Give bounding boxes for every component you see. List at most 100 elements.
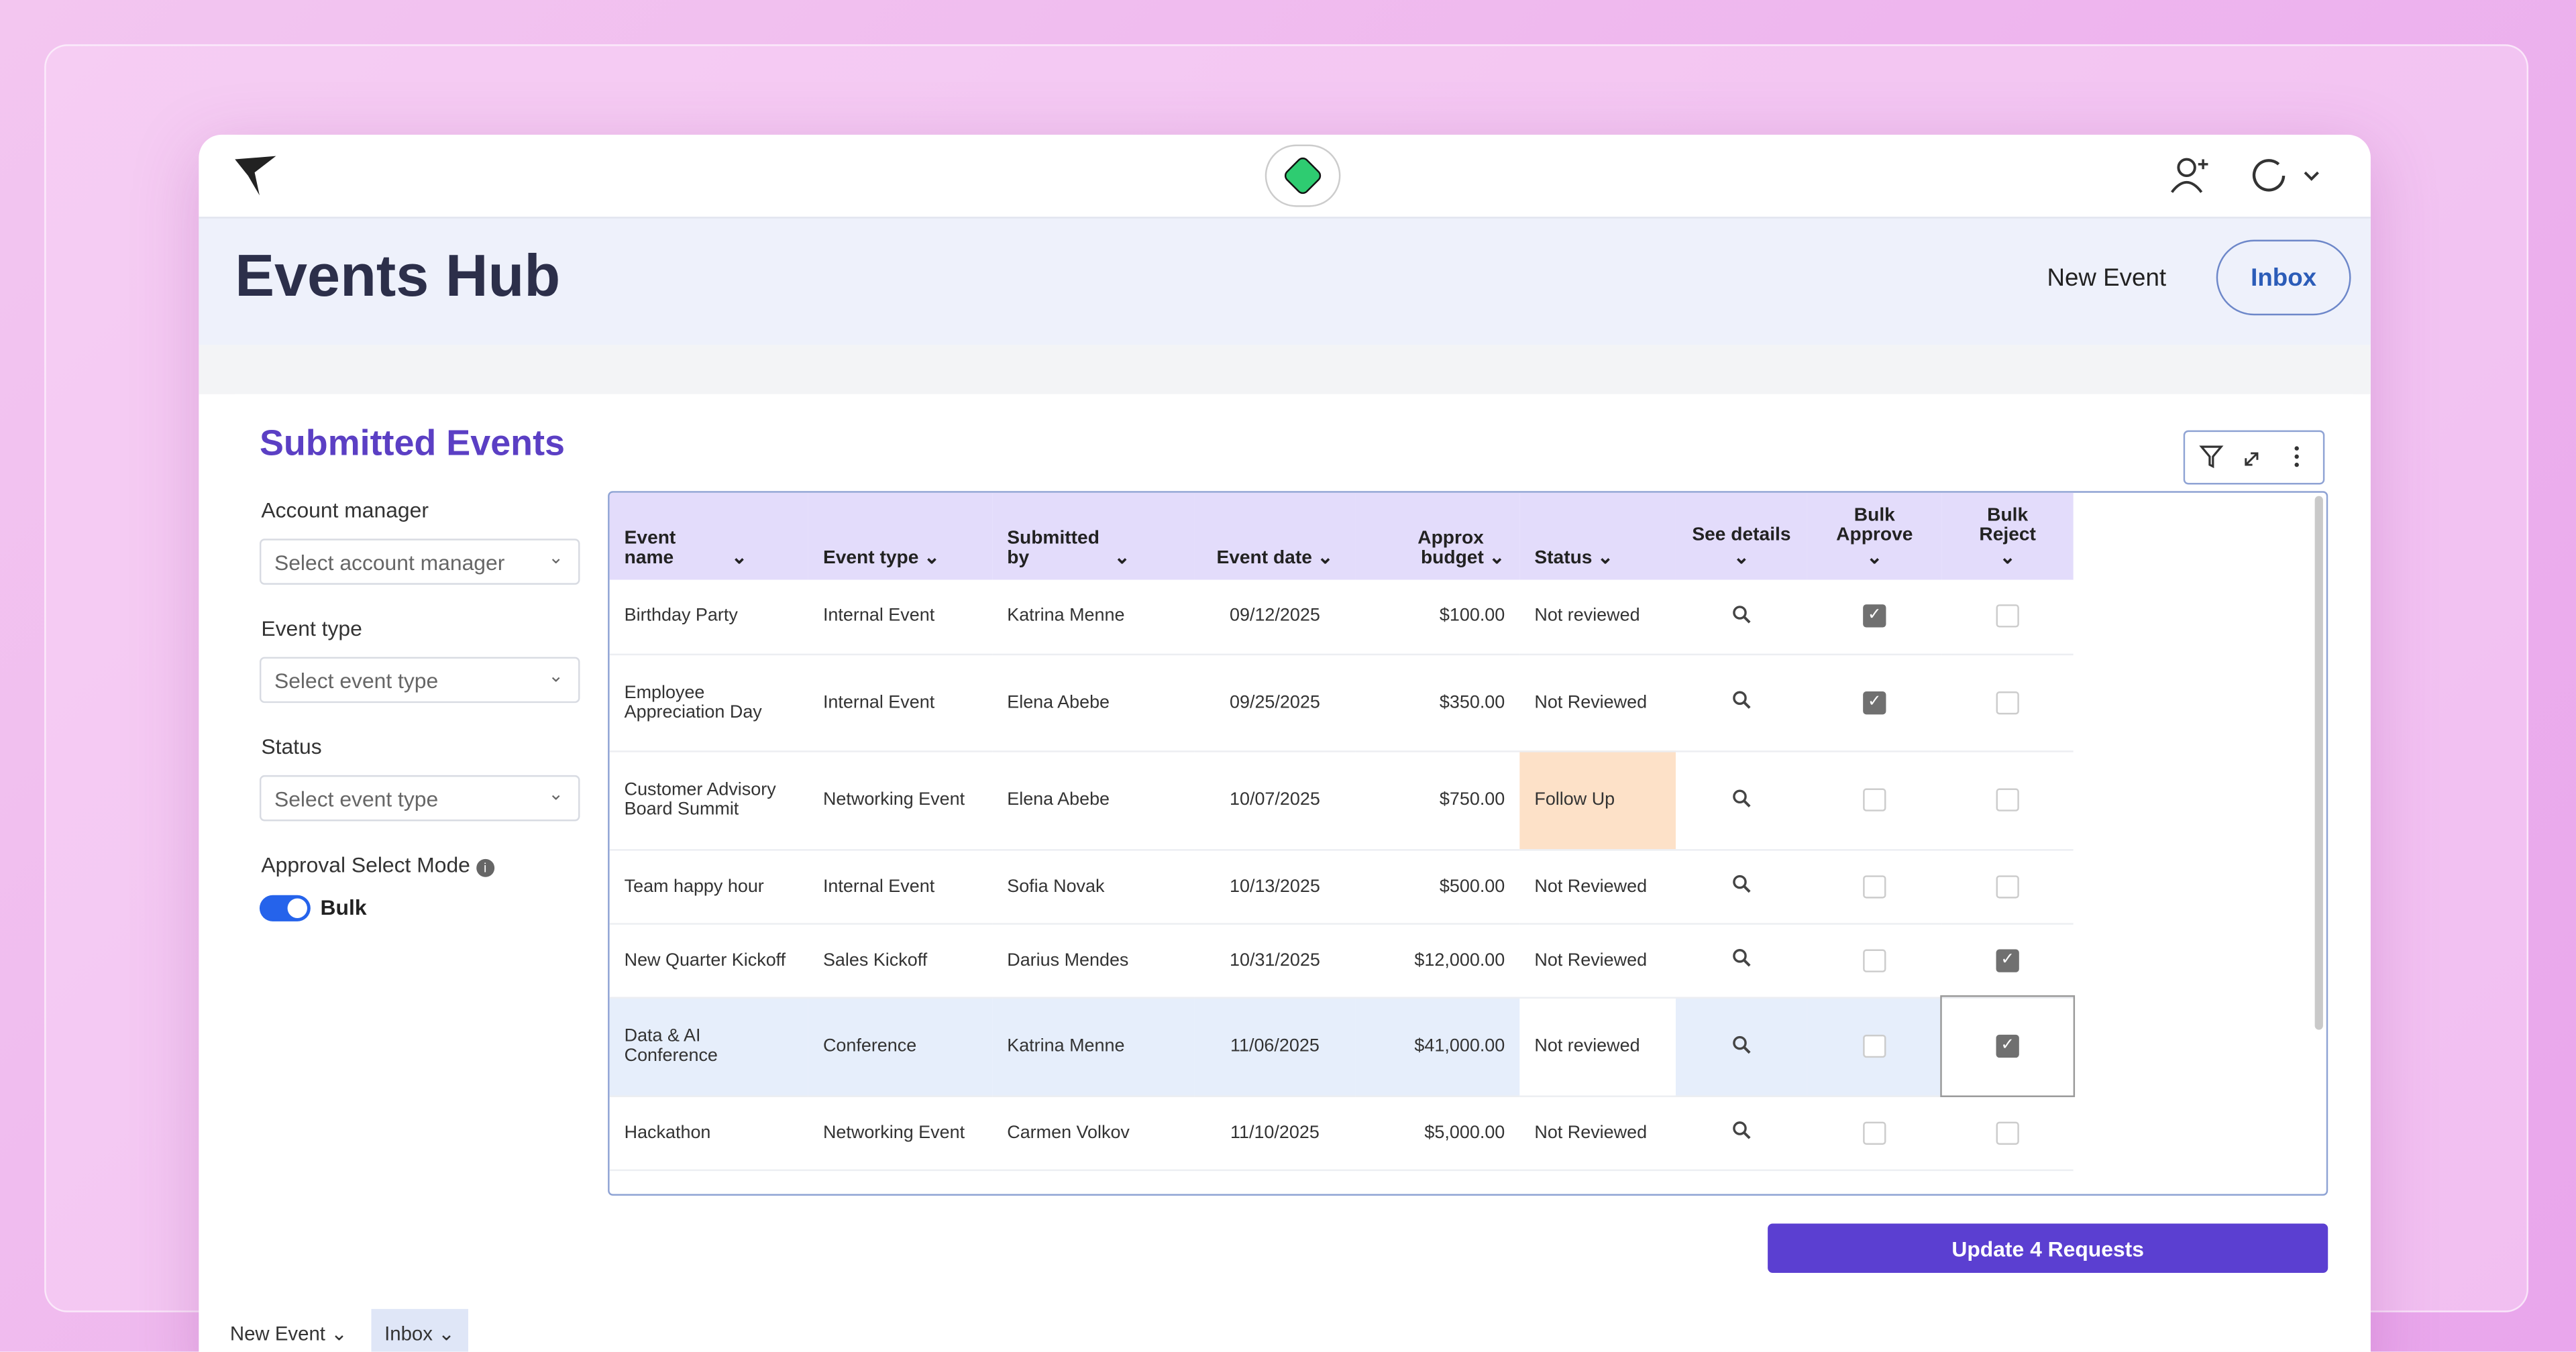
column-label: Event date: [1216, 548, 1312, 569]
cell-status: Not reviewed: [1519, 1169, 1676, 1194]
table-row[interactable]: Data & AI Conference Conference Katrina Me…: [609, 995, 2076, 1097]
table-row[interactable]: Customer Advisory Board Summit Networking…: [609, 750, 2074, 850]
checkbox[interactable]: [1996, 788, 2019, 811]
bulk-approve: [1807, 750, 1942, 850]
bulk-approve: [1807, 1169, 1942, 1196]
checkbox[interactable]: ✓: [1996, 948, 2019, 972]
checkbox[interactable]: [1996, 690, 2019, 714]
checkbox[interactable]: [1996, 604, 2019, 628]
cell-event-date: 11/10/2025: [1194, 1095, 1356, 1170]
checkbox[interactable]: [1863, 948, 1886, 972]
checkbox[interactable]: ✓: [1863, 604, 1886, 628]
see-details[interactable]: [1675, 1095, 1807, 1170]
new-event-button[interactable]: New Event: [2047, 264, 2167, 292]
see-details[interactable]: [1675, 923, 1807, 998]
checkbox[interactable]: [1863, 1034, 1886, 1058]
cell-status: Not Reviewed: [1519, 923, 1676, 998]
checkbox[interactable]: [1863, 788, 1886, 811]
checkbox[interactable]: [1863, 1195, 1886, 1196]
cell-event-name: Data & AI Conference: [609, 997, 808, 1096]
toggle[interactable]: [259, 895, 311, 921]
cell-budget: $12,000.00: [1355, 923, 1520, 998]
column-label: Event type: [822, 548, 919, 569]
table-row[interactable]: Team happy hour Internal Event Sofia Novak…: [609, 849, 2074, 924]
tab-label: New Event: [229, 1322, 325, 1345]
checkbox[interactable]: ✓: [1996, 1034, 2019, 1058]
column-header[interactable]: Approx budget ⌄: [1355, 492, 1520, 580]
see-details[interactable]: [1675, 1169, 1807, 1194]
column-header[interactable]: Submitted by ⌄: [992, 492, 1195, 580]
column-header[interactable]: Event date ⌄: [1194, 492, 1356, 580]
column-header[interactable]: Bulk Approve ⌄: [1807, 492, 1942, 580]
see-details[interactable]: [1675, 653, 1807, 752]
tab-label: Inbox: [384, 1322, 433, 1345]
column-label: Status: [1534, 548, 1593, 569]
bulk-approve: ✓: [1807, 579, 1942, 655]
cell-event-date: 09/12/2025: [1194, 579, 1356, 655]
cell-submitted-by: Katrina Menne: [992, 997, 1195, 1096]
bulk-approve: [1807, 923, 1942, 998]
cell-event-date: 09/25/2025: [1194, 653, 1356, 752]
see-details[interactable]: [1675, 750, 1807, 850]
bulk-reject: [1941, 849, 2074, 924]
column-label: See details: [1692, 525, 1791, 546]
spacer: [199, 345, 2371, 394]
cell-event-name: Hackathon: [609, 1095, 808, 1170]
table-tools[interactable]: [2183, 430, 2325, 485]
column-header[interactable]: See details ⌄: [1675, 492, 1807, 580]
see-details[interactable]: [1675, 997, 1807, 1096]
cell-event-name: New Quarter Kickoff: [609, 923, 808, 998]
checkbox[interactable]: ✓: [1863, 690, 1886, 714]
cell-status: Not Reviewed: [1519, 1095, 1676, 1170]
cell-status: Not reviewed: [1519, 579, 1676, 655]
cell-status: Follow Up: [1519, 750, 1676, 850]
bulk-reject: [1941, 653, 2074, 752]
column-label: Submitted by: [1007, 528, 1099, 569]
column-header[interactable]: Event type ⌄: [808, 492, 993, 580]
table-row[interactable]: Hackathon Networking Event Carmen Volkov 11…: [609, 1095, 2074, 1170]
checkbox[interactable]: [1863, 875, 1886, 898]
app-switcher[interactable]: [1265, 144, 1341, 207]
table-row[interactable]: Birthday Party Internal Event Katrina Menn…: [609, 579, 2074, 655]
cell-event-date: 10/07/2025: [1194, 750, 1356, 850]
cell-event-date: 11/06/2025: [1194, 997, 1356, 1096]
see-details[interactable]: [1675, 849, 1807, 924]
top-icons[interactable]: [2167, 154, 2331, 197]
table-container: Event name ⌄ Event type ⌄ Submitted by ⌄ Ev…: [608, 491, 2328, 1196]
column-header[interactable]: Status ⌄: [1519, 492, 1676, 580]
app-window: Events Hub New Event Inbox Submitted Eve…: [199, 134, 2371, 1352]
update-button[interactable]: Update 4 Requests: [1768, 1223, 2328, 1273]
column-label: Bulk Reject: [1979, 506, 2036, 546]
column-header[interactable]: Bulk Reject ⌄: [1941, 492, 2074, 580]
card: Submitted Events Account manager Select a…: [235, 394, 2353, 1303]
checkbox[interactable]: [1996, 1195, 2019, 1196]
checkbox[interactable]: [1863, 1121, 1886, 1144]
cell-event-type: Internal Event: [808, 653, 993, 752]
inbox-button[interactable]: Inbox: [2216, 239, 2351, 316]
cell-budget: $350.00: [1355, 653, 1520, 752]
table-row[interactable]: Employee Appreciation Day Internal Event E…: [609, 653, 2074, 752]
table-row[interactable]: New Quarter Kickoff Sales Kickoff Darius M…: [609, 923, 2074, 998]
cell-submitted-by: Katrina Menne: [992, 1169, 1195, 1194]
column-label: Event name: [624, 528, 676, 569]
tab[interactable]: New Event ⌄: [229, 1322, 347, 1345]
cell-submitted-by: Darius Mendes: [992, 923, 1195, 998]
filter-select[interactable]: Select event type: [259, 772, 580, 822]
checkbox[interactable]: [1996, 875, 2019, 898]
cell-event-name: Birthday Party: [609, 579, 808, 655]
toggle-label: Bulk: [320, 895, 367, 920]
cell-submitted-by: Sofia Novak: [992, 849, 1195, 924]
section-title: Submitted Events: [259, 422, 565, 463]
column-header[interactable]: Event name ⌄: [609, 492, 808, 580]
cell-event-type: Conference: [808, 997, 993, 1096]
see-details[interactable]: [1675, 579, 1807, 655]
logo: [235, 156, 276, 196]
bulk-approve: [1807, 997, 1942, 1096]
bulk-approve: [1807, 1095, 1942, 1170]
tab[interactable]: Inbox ⌄: [371, 1308, 468, 1352]
checkbox[interactable]: [1996, 1121, 2019, 1144]
filter-select[interactable]: Select account manager: [259, 535, 580, 585]
cell-budget: $41,000.00: [1355, 997, 1520, 1096]
filter-select[interactable]: Select event type: [259, 654, 580, 703]
